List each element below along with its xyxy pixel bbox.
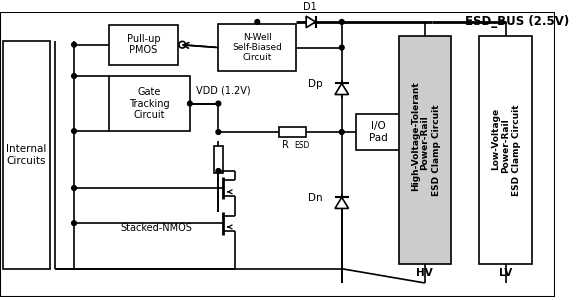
Bar xyxy=(279,127,306,137)
Text: ESD Clamp Circuit: ESD Clamp Circuit xyxy=(512,104,521,196)
Circle shape xyxy=(72,221,77,226)
Circle shape xyxy=(179,41,185,48)
Bar xyxy=(480,36,532,264)
Circle shape xyxy=(72,74,77,78)
Circle shape xyxy=(216,130,221,134)
Text: Power-Rail: Power-Rail xyxy=(421,115,429,170)
Bar xyxy=(109,76,190,131)
Text: LV: LV xyxy=(499,268,512,278)
Text: Pull-up
PMOS: Pull-up PMOS xyxy=(126,34,160,56)
Bar xyxy=(399,36,451,264)
Circle shape xyxy=(72,129,77,134)
Bar xyxy=(218,24,296,71)
Text: Dn: Dn xyxy=(308,193,323,202)
Bar xyxy=(109,25,177,64)
Text: N-Well
Self-Biased
Circuit: N-Well Self-Biased Circuit xyxy=(232,33,282,62)
Text: Low-Voltage: Low-Voltage xyxy=(491,108,501,170)
Text: Stacked-NMOS: Stacked-NMOS xyxy=(121,223,192,233)
Bar xyxy=(356,114,401,150)
Text: R: R xyxy=(282,140,288,150)
Circle shape xyxy=(216,101,221,106)
Polygon shape xyxy=(306,16,315,28)
Circle shape xyxy=(216,169,221,173)
Bar xyxy=(214,146,223,173)
Text: Internal
Circuits: Internal Circuits xyxy=(6,144,47,166)
Text: ESD_BUS (2.5V): ESD_BUS (2.5V) xyxy=(465,15,569,28)
Text: I/O
Pad: I/O Pad xyxy=(369,121,388,143)
Circle shape xyxy=(339,130,344,134)
Bar xyxy=(3,41,50,269)
Circle shape xyxy=(72,186,77,190)
Circle shape xyxy=(339,20,344,24)
Polygon shape xyxy=(335,83,349,94)
Text: ESD: ESD xyxy=(294,141,309,150)
Circle shape xyxy=(255,20,260,24)
Circle shape xyxy=(188,101,192,106)
Text: Gate
Tracking
Circuit: Gate Tracking Circuit xyxy=(129,87,170,120)
Polygon shape xyxy=(335,197,349,208)
Text: ESD Clamp Circuit: ESD Clamp Circuit xyxy=(432,104,441,196)
Text: High-Voltage-Tolerant: High-Voltage-Tolerant xyxy=(411,81,420,191)
Circle shape xyxy=(72,42,77,47)
Circle shape xyxy=(339,45,344,50)
Text: Dp: Dp xyxy=(308,79,323,88)
Text: D1: D1 xyxy=(302,2,316,12)
Text: Power-Rail: Power-Rail xyxy=(501,118,510,173)
Text: HV: HV xyxy=(417,268,433,278)
Text: VDD (1.2V): VDD (1.2V) xyxy=(196,85,250,95)
